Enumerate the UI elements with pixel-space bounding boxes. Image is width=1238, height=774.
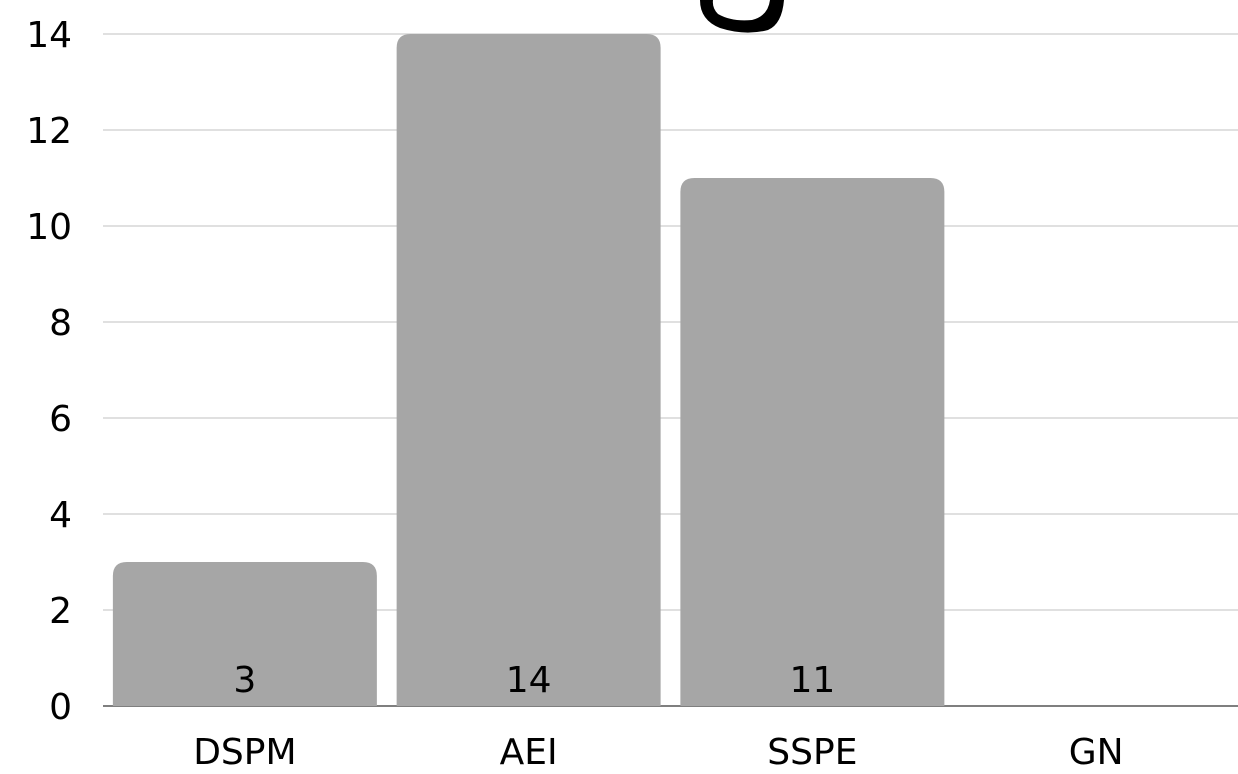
- y-tick-label: 12: [26, 111, 72, 152]
- category-label-dspm: DSPM: [193, 732, 296, 773]
- category-label-aei: AEI: [500, 732, 558, 773]
- data-label-aei: 14: [506, 660, 552, 701]
- bar-sspe: [680, 178, 945, 706]
- y-tick-label: 0: [49, 687, 72, 728]
- data-label-dspm: 3: [233, 660, 256, 701]
- y-tick-label: 14: [26, 15, 72, 56]
- x-axis-categories: DSPM AEI SSPE GN: [193, 732, 1123, 773]
- y-tick-label: 6: [49, 399, 72, 440]
- y-tick-label: 8: [49, 303, 72, 344]
- bars: [112, 34, 945, 706]
- cropped-title-fragment: [700, 0, 784, 33]
- category-label-gn: GN: [1069, 732, 1124, 773]
- y-axis-ticks: 0 2 4 6 8 10 12 14: [26, 15, 72, 728]
- y-tick-label: 4: [49, 495, 72, 536]
- y-tick-label: 10: [26, 207, 72, 248]
- bar-aei: [396, 34, 661, 706]
- data-labels: 3 14 11: [233, 660, 835, 701]
- y-tick-label: 2: [49, 591, 72, 632]
- bar-dspm: [112, 562, 377, 706]
- category-label-sspe: SSPE: [767, 732, 857, 773]
- data-label-sspe: 11: [789, 660, 835, 701]
